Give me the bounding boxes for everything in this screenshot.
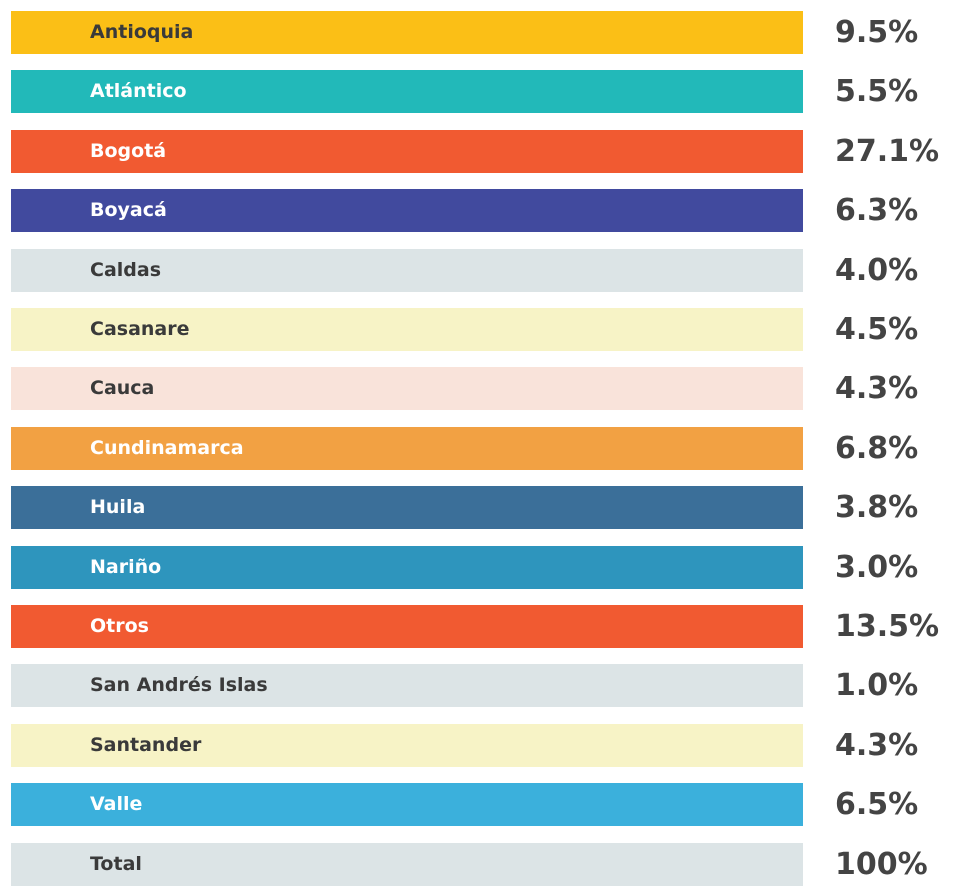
row-bar (11, 70, 803, 114)
row-value: 100% (835, 846, 928, 882)
row-value: 9.5% (835, 15, 919, 50)
row-bar (11, 486, 803, 530)
row-bar (11, 426, 803, 470)
row-label: Cundinamarca (90, 436, 244, 459)
row-label: Otros (90, 615, 149, 637)
row-bar (11, 723, 803, 767)
row-label: Boyacá (90, 199, 167, 222)
row-bar (11, 308, 803, 351)
row: Santander 4.3% (0, 723, 957, 767)
row-bar (11, 545, 803, 589)
row-value: 13.5% (835, 609, 940, 644)
row-label: Casanare (90, 318, 190, 340)
row: Valle 6.5% (0, 783, 957, 827)
row-bar (11, 248, 803, 292)
row: Atlántico 5.5% (0, 70, 957, 114)
row-value: 1.0% (835, 668, 919, 704)
row-label: Total (90, 852, 142, 875)
row: Boyacá 6.3% (0, 189, 957, 233)
row-bar (11, 11, 803, 54)
row: San Andrés Islas 1.0% (0, 664, 957, 708)
row-bar (11, 783, 803, 827)
row: Cundinamarca 6.8% (0, 426, 957, 470)
row-label: San Andrés Islas (90, 674, 268, 697)
row-bar (11, 605, 803, 648)
row: Antioquia 9.5% (0, 11, 957, 54)
row-label: Santander (90, 733, 202, 756)
row-label: Nariño (90, 555, 162, 578)
row-label: Caldas (90, 258, 162, 281)
row-value: 4.0% (835, 252, 919, 288)
row: Bogotá 27.1% (0, 129, 957, 173)
row: Nariño 3.0% (0, 545, 957, 589)
row-label: Valle (90, 793, 143, 816)
row: Total 100% (0, 842, 957, 886)
row: Otros 13.5% (0, 605, 957, 648)
row-value: 4.3% (835, 371, 919, 407)
row-label: Cauca (90, 377, 155, 400)
row-value: 27.1% (835, 133, 940, 169)
row-bar (11, 367, 803, 411)
row: Casanare 4.5% (0, 308, 957, 351)
row: Cauca 4.3% (0, 367, 957, 411)
row-bar (11, 129, 803, 173)
row-value: 6.8% (835, 430, 919, 466)
row-value: 6.5% (835, 787, 919, 823)
row-value: 4.5% (835, 312, 919, 347)
row-bar (11, 664, 803, 708)
row-label: Atlántico (90, 80, 187, 103)
row-value: 4.3% (835, 727, 919, 763)
row-bar (11, 842, 803, 886)
row: Huila 3.8% (0, 486, 957, 530)
row-label: Huila (90, 496, 146, 519)
row-value: 6.3% (835, 193, 919, 229)
row-value: 3.0% (835, 549, 919, 585)
row-value: 5.5% (835, 74, 919, 110)
row-label: Bogotá (90, 139, 167, 162)
row-bar (11, 189, 803, 233)
row: Caldas 4.0% (0, 248, 957, 292)
row-value: 3.8% (835, 490, 919, 526)
row-label: Antioquia (90, 21, 194, 43)
